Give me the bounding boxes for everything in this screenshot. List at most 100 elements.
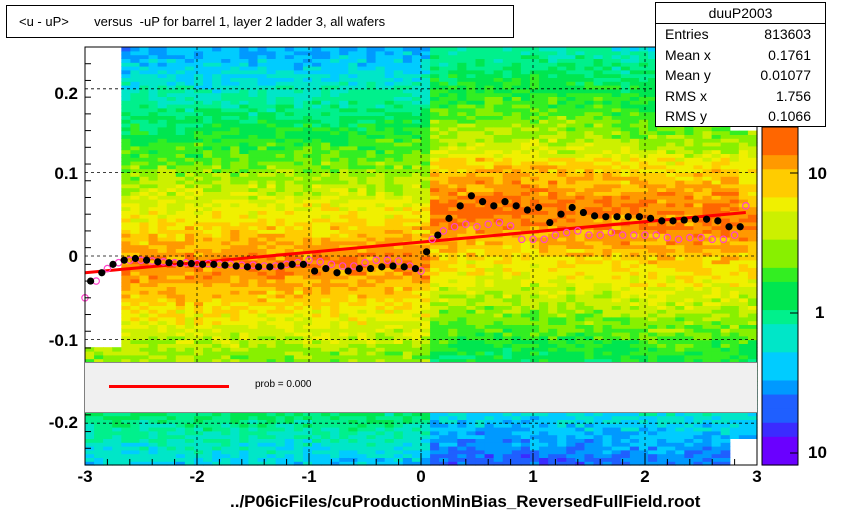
heatmap-cell <box>312 218 322 223</box>
heatmap-cell <box>248 107 259 113</box>
heatmap-cell <box>221 313 231 318</box>
heatmap-cell <box>421 210 431 215</box>
heatmap-cell <box>193 275 204 280</box>
heatmap-cell <box>439 297 449 303</box>
heatmap-cell <box>193 81 204 86</box>
heatmap-cell <box>121 96 132 101</box>
heatmap-cell <box>121 427 132 432</box>
heatmap-cell <box>130 427 141 432</box>
heatmap-cell <box>203 328 213 333</box>
heatmap-cell <box>257 58 268 63</box>
heatmap-cell <box>393 229 404 234</box>
heatmap-cell <box>357 449 368 455</box>
heatmap-cell <box>402 81 413 86</box>
heatmap-cell <box>239 47 250 52</box>
heatmap-cell <box>339 461 349 466</box>
heatmap-cell <box>275 183 286 189</box>
heatmap-cell <box>430 320 440 325</box>
heatmap-cell <box>511 335 522 341</box>
heatmap-cell <box>121 233 132 238</box>
heatmap-cell <box>184 411 195 417</box>
heatmap-cell <box>466 244 477 249</box>
heatmap-cell <box>366 434 377 439</box>
heatmap-cell <box>184 130 195 135</box>
heatmap-cell <box>457 275 468 280</box>
heatmap-cell <box>302 157 313 162</box>
heatmap-cell <box>502 442 513 447</box>
heatmap-cell <box>239 168 250 173</box>
heatmap-cell <box>312 130 322 135</box>
heatmap-cell <box>230 461 240 466</box>
heatmap-cell <box>493 267 504 272</box>
heatmap-cell <box>330 256 340 261</box>
heatmap-cell <box>448 161 458 166</box>
heatmap-cell <box>402 104 413 109</box>
heatmap-cell <box>293 206 304 211</box>
heatmap-cell <box>130 62 141 67</box>
heatmap-cell <box>130 221 141 227</box>
heatmap-cell <box>312 206 322 211</box>
heatmap-cell <box>402 92 413 97</box>
heatmap-cell <box>166 332 177 337</box>
heatmap-cell <box>348 119 359 124</box>
heatmap-cell <box>321 328 331 333</box>
heatmap-cell <box>457 438 468 443</box>
heatmap-cell <box>184 229 195 234</box>
heatmap-cell <box>421 316 431 322</box>
heatmap-cell <box>475 313 486 318</box>
heatmap-cell <box>175 77 186 82</box>
heatmap-cell <box>330 351 340 356</box>
heatmap-cell <box>421 278 431 284</box>
heatmap-cell <box>121 153 132 158</box>
heatmap-cell <box>212 92 222 97</box>
heatmap-cell <box>466 142 477 147</box>
heatmap-cell <box>339 442 349 447</box>
heatmap-cell <box>466 347 477 352</box>
heatmap-cell <box>466 187 477 192</box>
heatmap-cell <box>184 161 195 166</box>
heatmap-cell <box>484 457 495 462</box>
heatmap-cell <box>330 297 340 303</box>
heatmap-cell <box>302 328 313 333</box>
heatmap-cell <box>411 54 422 59</box>
heatmap-cell <box>402 347 413 352</box>
heatmap-cell <box>411 351 422 356</box>
heatmap-cell <box>348 180 359 185</box>
heatmap-cell <box>475 62 486 67</box>
heatmap-cell <box>193 126 204 132</box>
heatmap-cell <box>248 157 259 162</box>
heatmap-cell <box>130 335 141 341</box>
heatmap-cell <box>330 290 340 295</box>
heatmap-cell <box>203 301 213 306</box>
heatmap-cell <box>166 187 177 192</box>
heatmap-cell <box>330 313 340 318</box>
heatmap-cell <box>366 161 377 166</box>
heatmap-cell <box>330 267 340 272</box>
heatmap-cell <box>239 259 250 265</box>
heatmap-cell <box>248 153 259 158</box>
heatmap-cell <box>321 142 331 147</box>
heatmap-cell <box>184 324 195 329</box>
heatmap-cell <box>448 50 458 56</box>
heatmap-cell <box>166 275 177 280</box>
heatmap-cell <box>511 305 522 310</box>
heatmap-cell <box>212 104 222 109</box>
heatmap-cell <box>339 423 349 428</box>
heatmap-cell <box>166 218 177 223</box>
heatmap-cell <box>430 77 440 82</box>
heatmap-cell <box>148 415 159 420</box>
heatmap-cell <box>348 294 359 299</box>
heatmap-cell <box>193 423 204 428</box>
heatmap-cell <box>484 259 495 265</box>
heatmap-cell <box>293 259 304 265</box>
heatmap-cell <box>448 126 458 132</box>
heatmap-cell <box>248 434 259 439</box>
heatmap-cell <box>130 73 141 78</box>
heatmap-cell <box>448 199 458 204</box>
heatmap-cell <box>357 301 368 306</box>
heatmap-cell <box>339 411 349 417</box>
heatmap-cell <box>257 237 268 242</box>
heatmap-cell <box>357 100 368 105</box>
heatmap-cell <box>221 446 231 451</box>
heatmap-cell <box>293 62 304 67</box>
